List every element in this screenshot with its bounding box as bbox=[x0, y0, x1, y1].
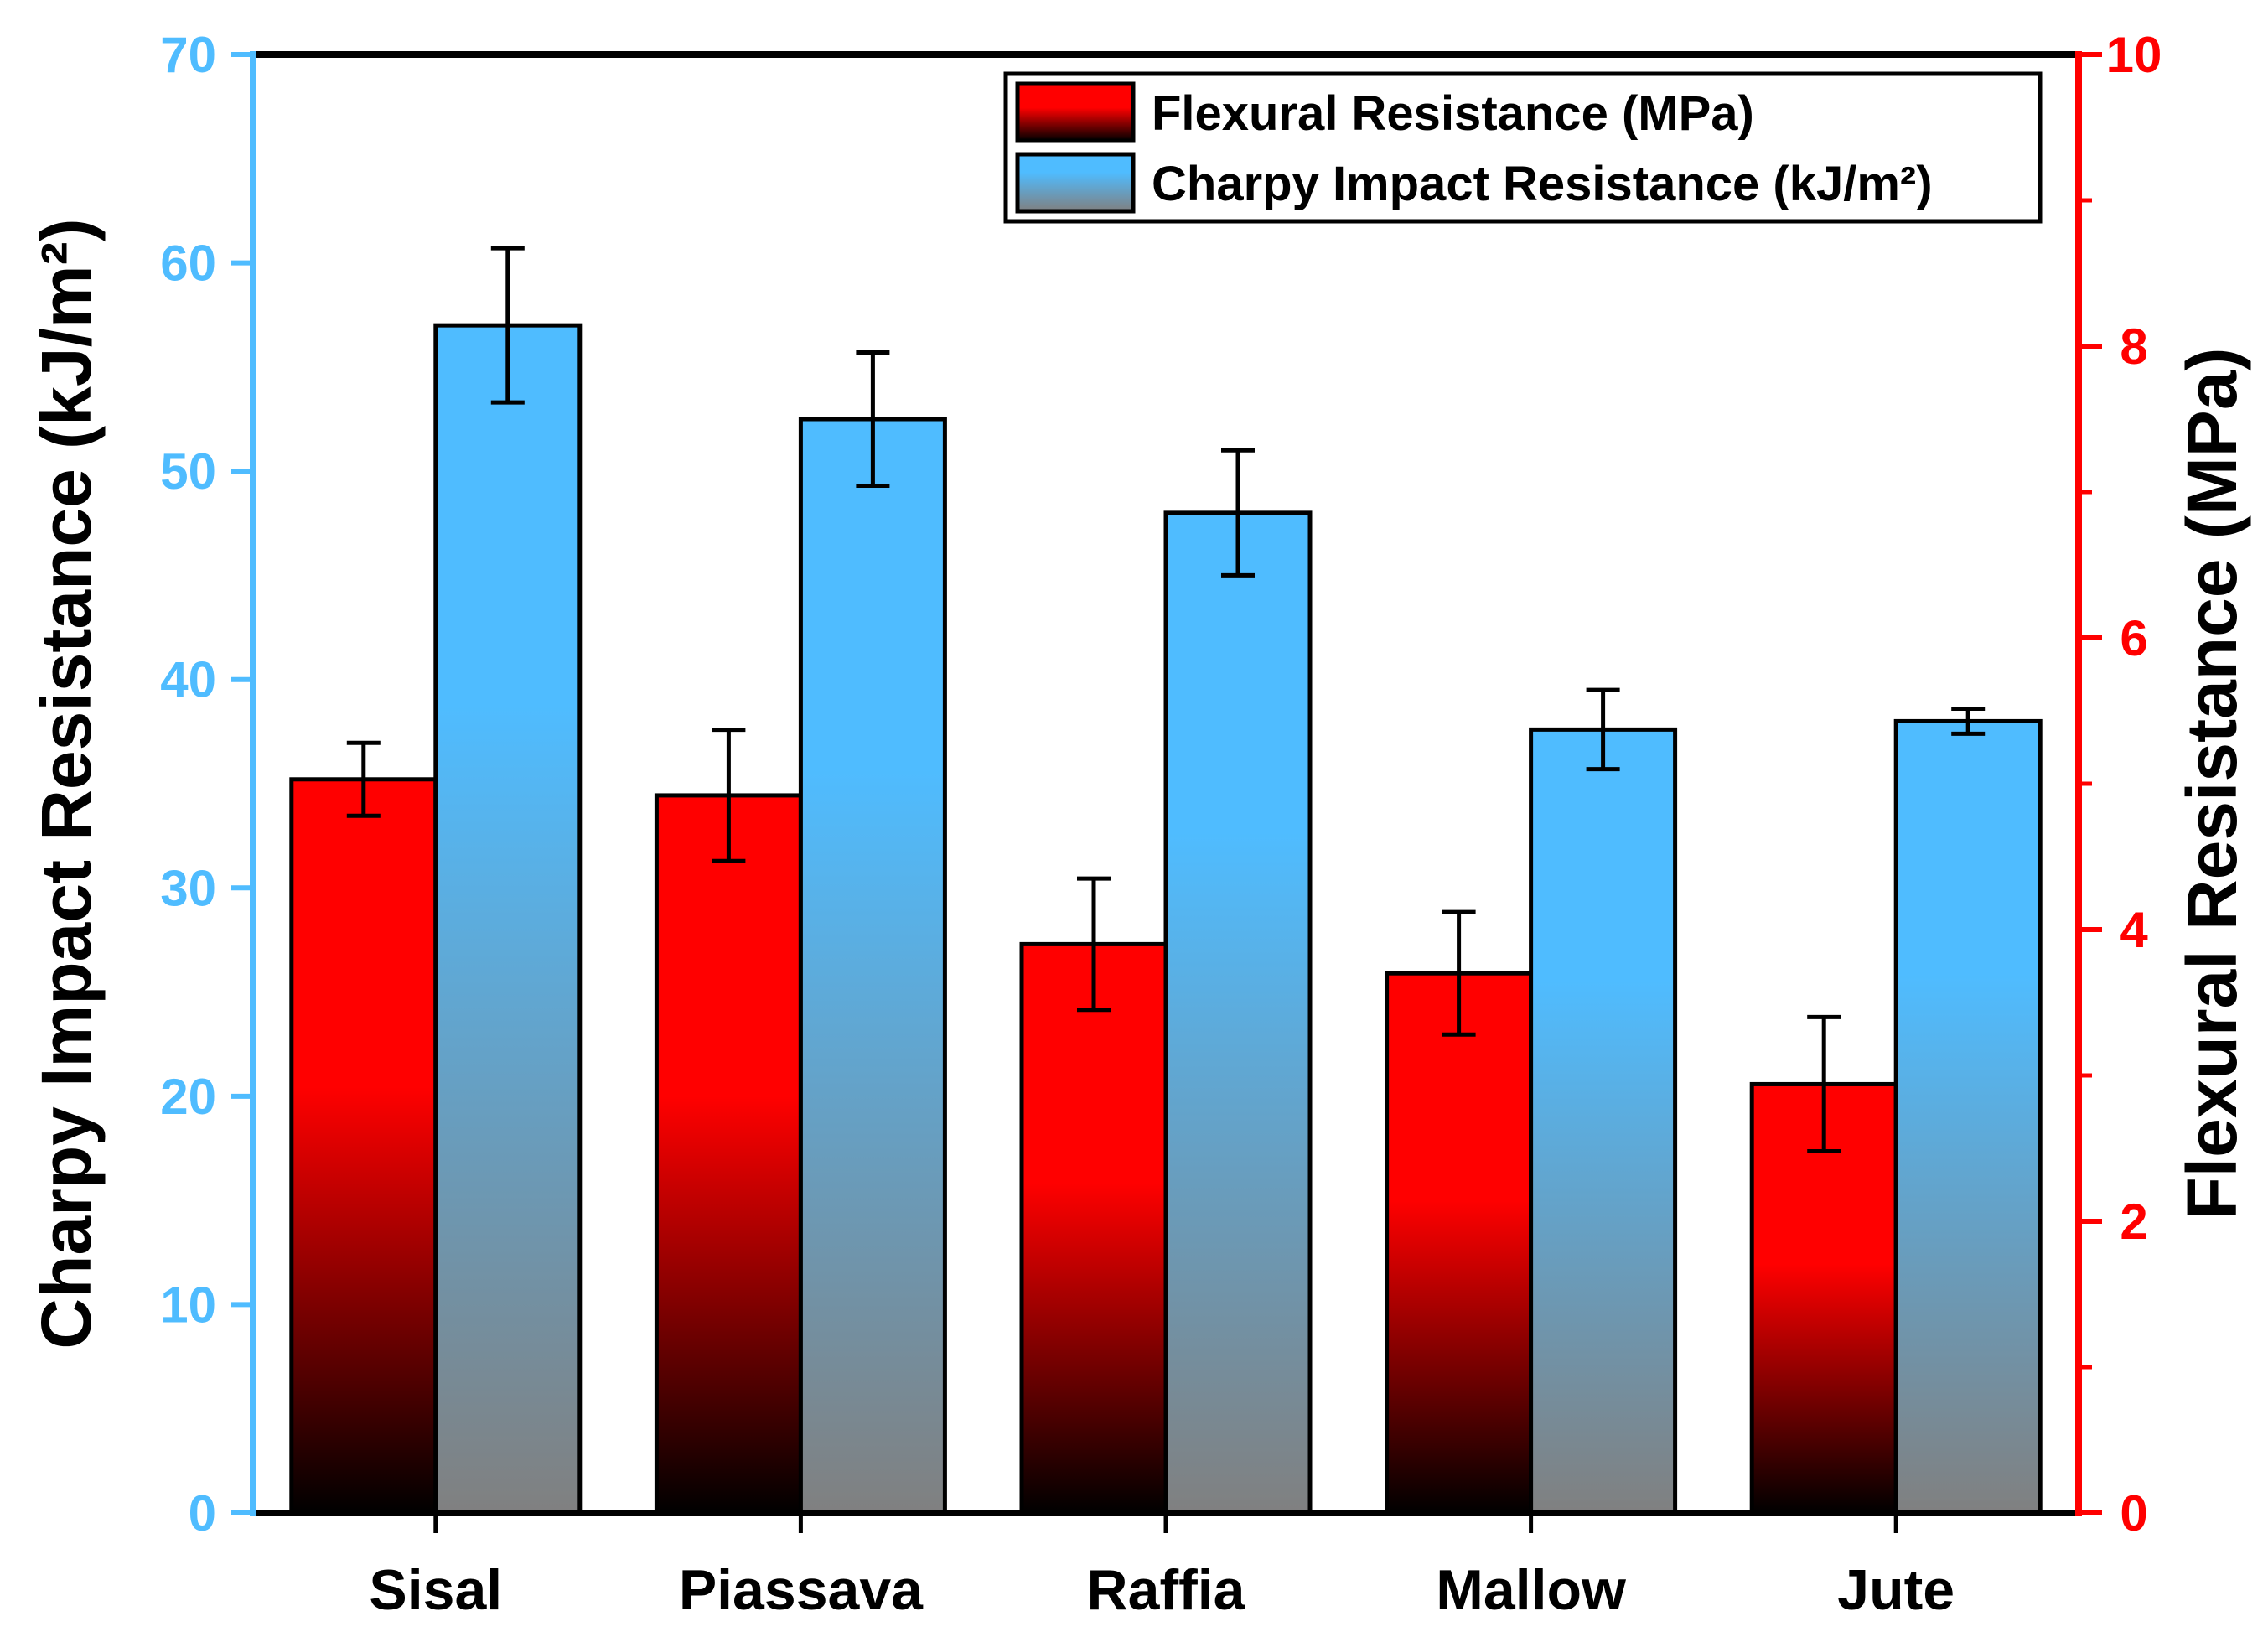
bar-flexural-jute bbox=[1749, 1081, 1898, 1515]
y-left-tick-label-70: 70 bbox=[160, 27, 216, 83]
bar-charpy-mallow bbox=[1529, 727, 1678, 1515]
x-tick-label-piassava: Piassava bbox=[679, 1558, 924, 1622]
legend-swatch-charpy bbox=[1015, 152, 1136, 214]
error-bar-flexural-raffia bbox=[1077, 876, 1111, 1013]
y-right-tick-label-10: 10 bbox=[2106, 27, 2162, 83]
axes: Sisal Piassava Raffia Mallow Jute01020304050… bbox=[27, 27, 2251, 1622]
legend: Flexural Resistance (MPa) Charpy Impact R… bbox=[1003, 71, 2043, 224]
y-left-tick-label-20: 20 bbox=[160, 1069, 216, 1125]
bar-charpy-sisal bbox=[433, 323, 583, 1515]
error-bar-flexural-sisal bbox=[346, 740, 381, 818]
bars bbox=[289, 246, 2043, 1515]
error-bar-charpy-raffia bbox=[1221, 448, 1255, 578]
y-right-tick-label-2: 2 bbox=[2120, 1194, 2147, 1250]
y-right-tick-label-0: 0 bbox=[2120, 1485, 2147, 1541]
error-bar-flexural-mallow bbox=[1442, 909, 1476, 1037]
y-right-tick-label-6: 6 bbox=[2120, 610, 2147, 666]
legend-box bbox=[1003, 71, 2043, 224]
bar-flexural-sisal bbox=[289, 777, 438, 1515]
y-right-axis-title: Flexural Resistance (MPa) bbox=[2172, 347, 2251, 1220]
bar-charpy-jute bbox=[1893, 718, 2043, 1515]
error-bar-flexural-jute bbox=[1807, 1014, 1841, 1153]
y-left-tick-label-60: 60 bbox=[160, 236, 216, 292]
legend-label-flexural: Flexural Resistance (MPa) bbox=[1152, 86, 1754, 141]
legend-swatch-flexural bbox=[1015, 81, 1136, 143]
y-left-tick-label-10: 10 bbox=[160, 1277, 216, 1333]
bar-flexural-piassava bbox=[654, 793, 803, 1515]
error-bar-charpy-jute bbox=[1951, 707, 1986, 736]
y-left-tick-label-50: 50 bbox=[160, 443, 216, 500]
y-left-axis-title: Charpy Impact Resistance (kJ/m²) bbox=[27, 218, 106, 1349]
bar-charpy-piassava bbox=[798, 417, 947, 1515]
x-tick-label-raffia: Raffia bbox=[1087, 1558, 1246, 1622]
error-bar-charpy-sisal bbox=[490, 246, 525, 405]
x-tick-label-mallow: Mallow bbox=[1436, 1558, 1627, 1622]
bar-flexural-raffia bbox=[1019, 941, 1168, 1515]
y-left-tick-label-40: 40 bbox=[160, 652, 216, 708]
error-bar-charpy-piassava bbox=[856, 350, 890, 489]
x-tick-label-jute: Jute bbox=[1837, 1558, 1955, 1622]
y-right-tick-label-4: 4 bbox=[2120, 902, 2148, 958]
y-right-tick-label-8: 8 bbox=[2120, 319, 2147, 375]
x-tick-label-sisal: Sisal bbox=[369, 1558, 502, 1622]
y-left-tick-label-30: 30 bbox=[160, 860, 216, 916]
y-left-tick-label-0: 0 bbox=[189, 1485, 216, 1541]
error-bar-charpy-mallow bbox=[1586, 687, 1620, 772]
bar-flexural-mallow bbox=[1385, 971, 1534, 1515]
legend-label-charpy: Charpy Impact Resistance (kJ/m²) bbox=[1152, 157, 1933, 211]
bar-charpy-raffia bbox=[1163, 510, 1313, 1515]
error-bar-flexural-piassava bbox=[712, 728, 746, 863]
